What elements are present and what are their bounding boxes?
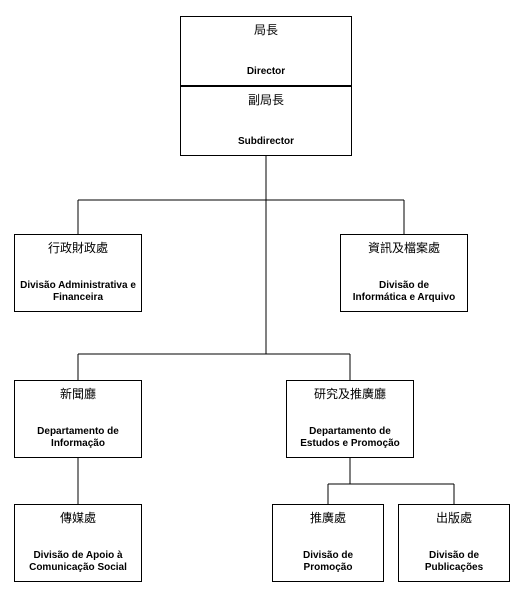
node-div-informatica-sub: Divisão deInformática e Arquivo <box>345 280 463 303</box>
node-director: 局長 Director <box>180 16 352 86</box>
node-div-comunicacao: 傳媒處 Divisão de Apoio à Comunicação Socia… <box>14 504 142 582</box>
node-subdirector-title: 副局長 <box>185 93 347 107</box>
node-subdirector-sub: Subdirector <box>185 136 347 148</box>
node-div-informatica: 資訊及檔案處 Divisão deInformática e Arquivo <box>340 234 468 312</box>
node-div-comunicacao-title: 傳媒處 <box>19 511 137 525</box>
org-chart-canvas: 局長 Director 副局長 Subdirector 行政財政處 Divisã… <box>0 0 525 596</box>
node-dep-estudos-sub: Departamento deEstudos e Promoção <box>291 426 409 449</box>
node-div-comunicacao-sub: Divisão de Apoio à Comunicação Social <box>19 550 137 573</box>
node-dep-estudos: 研究及推廣廳 Departamento deEstudos e Promoção <box>286 380 414 458</box>
node-dep-informacao-title: 新聞廳 <box>19 387 137 401</box>
node-div-promocao-title: 推廣處 <box>277 511 379 525</box>
node-div-admin-fin: 行政財政處 Divisão Administrativa e Financeir… <box>14 234 142 312</box>
node-div-admin-fin-title: 行政財政處 <box>19 241 137 255</box>
node-div-promocao-sub: Divisão dePromoção <box>277 550 379 573</box>
node-dep-estudos-title: 研究及推廣廳 <box>291 387 409 401</box>
node-director-sub: Director <box>185 66 347 78</box>
node-div-admin-fin-sub: Divisão Administrativa e Financeira <box>19 280 137 303</box>
node-subdirector: 副局長 Subdirector <box>180 86 352 156</box>
node-div-publicacoes-title: 出版處 <box>403 511 505 525</box>
node-div-promocao: 推廣處 Divisão dePromoção <box>272 504 384 582</box>
node-div-publicacoes: 出版處 Divisão dePublicações <box>398 504 510 582</box>
node-div-publicacoes-sub: Divisão dePublicações <box>403 550 505 573</box>
node-director-title: 局長 <box>185 23 347 37</box>
node-dep-informacao: 新聞廳 Departamento deInformação <box>14 380 142 458</box>
node-dep-informacao-sub: Departamento deInformação <box>19 426 137 449</box>
node-div-informatica-title: 資訊及檔案處 <box>345 241 463 255</box>
